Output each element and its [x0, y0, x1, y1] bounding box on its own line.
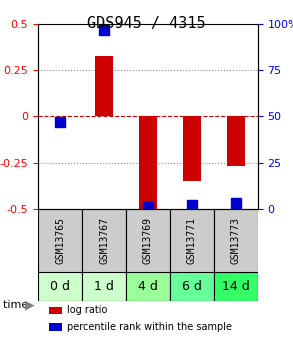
Bar [183, 117, 201, 181]
Bar [38, 209, 82, 272]
Text: 14 d: 14 d [222, 280, 250, 293]
Text: GSM13765: GSM13765 [55, 217, 65, 264]
Point [146, 204, 150, 210]
Bar [82, 209, 126, 272]
Bar [170, 272, 214, 301]
Bar [126, 272, 170, 301]
Bar [126, 209, 170, 272]
Text: GSM13773: GSM13773 [231, 217, 241, 264]
Text: 1 d: 1 d [94, 280, 114, 293]
Bar [49, 323, 62, 331]
Bar [214, 272, 258, 301]
Bar [139, 117, 157, 209]
Bar [214, 209, 258, 272]
Text: GDS945 / 4315: GDS945 / 4315 [87, 16, 206, 30]
Bar [95, 56, 113, 117]
Text: GSM13769: GSM13769 [143, 217, 153, 264]
Text: 4 d: 4 d [138, 280, 158, 293]
Bar [38, 272, 82, 301]
Text: ▶: ▶ [25, 299, 35, 312]
Bar [82, 272, 126, 301]
Bar [49, 307, 62, 314]
Text: 6 d: 6 d [182, 280, 202, 293]
Point [234, 200, 238, 206]
Text: percentile rank within the sample: percentile rank within the sample [67, 322, 232, 332]
Bar [227, 117, 245, 166]
Text: GSM13767: GSM13767 [99, 217, 109, 264]
Text: GSM13771: GSM13771 [187, 217, 197, 264]
Point [102, 27, 106, 32]
Point [190, 203, 194, 208]
Text: 0 d: 0 d [50, 280, 70, 293]
Text: time: time [3, 300, 35, 310]
Point [58, 119, 62, 125]
Bar [170, 209, 214, 272]
Text: log ratio: log ratio [67, 305, 107, 315]
